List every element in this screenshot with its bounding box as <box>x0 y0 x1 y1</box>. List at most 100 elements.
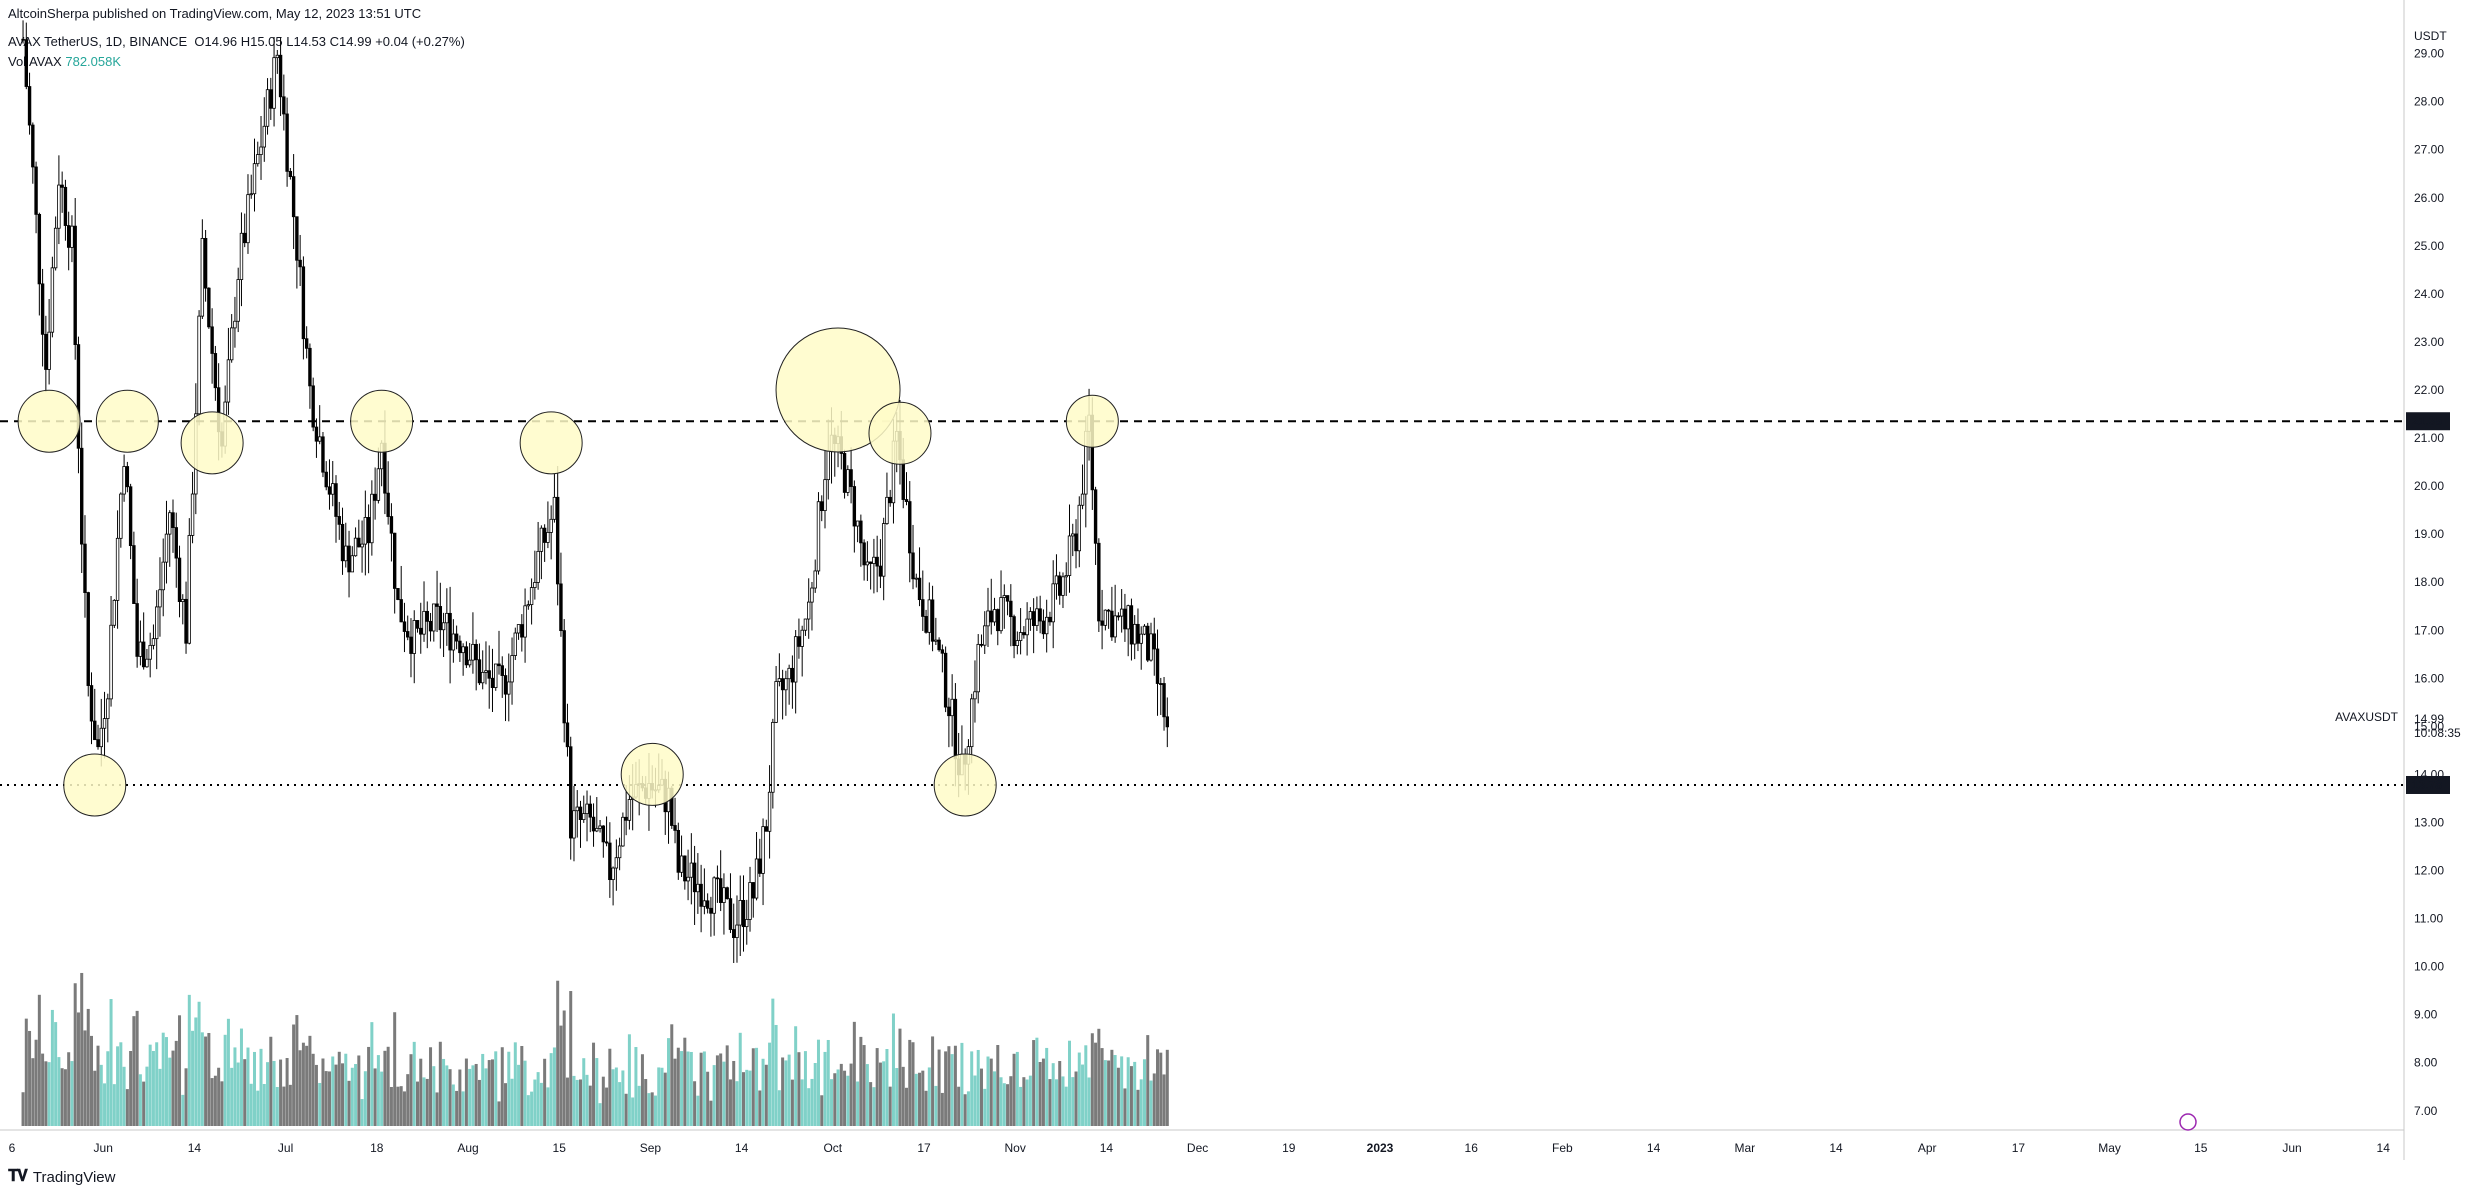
candle-body <box>868 561 873 564</box>
candle-body <box>614 857 619 869</box>
volume-bar <box>50 1009 54 1126</box>
candle-body <box>366 517 371 544</box>
volume-bar <box>702 1051 706 1126</box>
volume-bar <box>500 1047 504 1126</box>
candle-body <box>1100 620 1104 626</box>
candle-body <box>549 518 553 533</box>
volume-bar <box>1136 1089 1140 1126</box>
candle-body <box>559 583 563 632</box>
volume-bar <box>914 1073 918 1126</box>
candle-body <box>748 882 752 920</box>
volume-bar <box>1129 1066 1133 1126</box>
candle-body <box>399 599 403 623</box>
candle-body <box>1002 595 1006 598</box>
candle-body <box>337 516 341 525</box>
x-tick-label: Aug <box>457 1141 478 1155</box>
volume-bar <box>728 1079 732 1126</box>
volume-bar <box>314 1064 318 1126</box>
candle-body <box>301 266 306 340</box>
candle-body <box>40 283 45 335</box>
volume-bar <box>976 1049 980 1126</box>
candle-body <box>673 825 677 831</box>
volume-bar <box>640 1054 644 1126</box>
volume-bar <box>901 1066 905 1126</box>
candle-body <box>722 887 726 903</box>
volume-bar <box>213 1075 217 1126</box>
highlight-circle <box>1065 394 1119 448</box>
candle-body <box>1012 616 1016 646</box>
publisher-info: AltcoinSherpa published on TradingView.c… <box>8 6 422 21</box>
volume-bar <box>288 1084 292 1126</box>
candle-body <box>1146 625 1150 661</box>
candle-body <box>350 555 354 573</box>
volume-bar <box>693 1081 697 1126</box>
volume-bar <box>1061 1076 1065 1126</box>
volume-bar <box>24 1018 28 1126</box>
candle-body <box>27 86 32 126</box>
volume-bar <box>768 1042 772 1126</box>
volume-bar <box>481 1053 485 1126</box>
candle-body <box>1061 576 1065 596</box>
volume-bar <box>380 1071 384 1126</box>
volume-bar <box>487 1060 491 1126</box>
x-tick-label: 15 <box>2194 1141 2208 1155</box>
volume-bar <box>119 1042 123 1126</box>
volume-bar <box>76 1012 80 1126</box>
candle-body <box>608 842 612 881</box>
candle-body <box>921 599 925 617</box>
volume-label: Vol AVAX <box>8 54 62 69</box>
candle-body <box>425 610 429 622</box>
volume-bar <box>1077 1052 1081 1126</box>
volume-bar <box>135 1010 139 1126</box>
volume-bar <box>416 1081 419 1126</box>
volume-bar <box>200 1032 204 1126</box>
candle-body <box>210 326 214 354</box>
candle-body <box>44 333 48 370</box>
volume-bar <box>983 1088 987 1126</box>
volume-bar <box>650 1092 654 1126</box>
candle-body <box>161 561 165 591</box>
x-tick-label: 15 <box>553 1141 567 1155</box>
candle-body <box>249 193 253 196</box>
volume-bar <box>477 1079 481 1126</box>
volume-bar <box>742 1072 745 1126</box>
candle-body <box>1074 533 1078 552</box>
candle-body <box>164 533 169 563</box>
candle-body <box>1103 609 1108 626</box>
volume-bar <box>663 1072 667 1126</box>
candle-body <box>419 627 423 635</box>
candle-body <box>696 883 700 893</box>
candle-body <box>983 625 987 646</box>
volume-bar <box>1116 1067 1120 1126</box>
volume-bar <box>1162 1074 1166 1126</box>
candle-body <box>70 225 74 248</box>
volume-bar <box>510 1078 514 1126</box>
candle-body <box>112 599 117 626</box>
x-tick-label: 18 <box>370 1141 384 1155</box>
volume-bar <box>875 1048 879 1126</box>
candle-body <box>441 622 446 631</box>
candle-body <box>611 867 615 881</box>
candle-body <box>63 186 68 226</box>
volume-bar <box>249 1083 253 1126</box>
candle-body <box>1031 611 1036 626</box>
low-value: L14.53 <box>286 34 327 49</box>
volume-bar <box>715 1055 719 1126</box>
volume-bar <box>1100 1048 1104 1126</box>
candle-body <box>451 633 456 651</box>
volume-bar <box>676 1047 680 1126</box>
candle-body <box>816 501 821 572</box>
highlight-circle <box>63 753 127 817</box>
volume-bar <box>67 1052 71 1126</box>
volume-bar <box>1146 1035 1150 1126</box>
candle-body <box>1126 605 1130 630</box>
candle-body <box>1142 625 1147 635</box>
candle-body <box>979 643 984 646</box>
x-tick-label: 19 <box>1282 1141 1296 1155</box>
candle-body <box>552 496 557 520</box>
candle-body <box>1139 633 1143 644</box>
volume-bar <box>859 1036 863 1126</box>
volume-bar <box>764 1064 768 1126</box>
volume-bar <box>350 1067 354 1126</box>
